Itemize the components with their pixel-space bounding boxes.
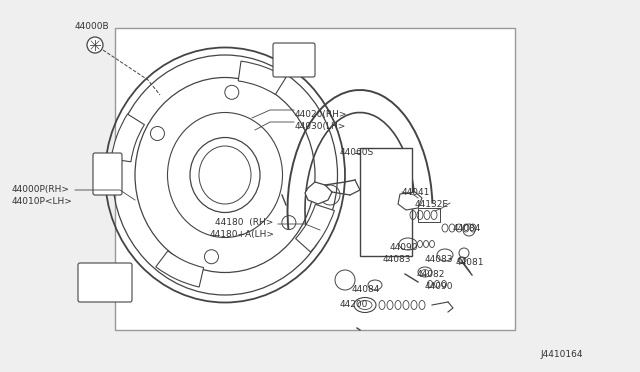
Text: 44000P(RH>: 44000P(RH> — [12, 185, 70, 194]
Wedge shape — [238, 61, 286, 94]
Text: 44082: 44082 — [417, 270, 445, 279]
Text: 44081: 44081 — [456, 258, 484, 267]
Circle shape — [87, 37, 103, 53]
Text: 44041: 44041 — [402, 188, 430, 197]
Bar — [418, 208, 440, 222]
Wedge shape — [111, 114, 145, 162]
Text: J4410164: J4410164 — [540, 350, 582, 359]
Wedge shape — [156, 251, 204, 287]
Polygon shape — [305, 182, 332, 204]
Text: 44030(LH>: 44030(LH> — [295, 122, 346, 131]
Wedge shape — [296, 204, 334, 252]
Text: 44132E: 44132E — [415, 200, 449, 209]
Text: 44090: 44090 — [425, 282, 454, 291]
Bar — [360, 148, 412, 256]
Text: 44060S: 44060S — [340, 148, 374, 157]
Text: 44180+A(LH>: 44180+A(LH> — [210, 230, 275, 239]
Polygon shape — [398, 192, 422, 210]
FancyBboxPatch shape — [273, 43, 315, 77]
Text: 44010P<LH>: 44010P<LH> — [12, 197, 73, 206]
Text: 44200: 44200 — [340, 300, 369, 309]
FancyBboxPatch shape — [78, 263, 132, 302]
FancyBboxPatch shape — [93, 153, 122, 195]
Text: 44000B: 44000B — [75, 22, 109, 31]
Text: 44084: 44084 — [352, 285, 380, 294]
Text: 44020(RH>: 44020(RH> — [295, 110, 348, 119]
Text: 44083: 44083 — [383, 255, 412, 264]
Text: 44084: 44084 — [453, 224, 481, 233]
Bar — [115, 28, 515, 330]
Text: 44090: 44090 — [390, 243, 419, 252]
Text: 44180  (RH>: 44180 (RH> — [215, 218, 273, 227]
Text: 44083: 44083 — [425, 255, 454, 264]
